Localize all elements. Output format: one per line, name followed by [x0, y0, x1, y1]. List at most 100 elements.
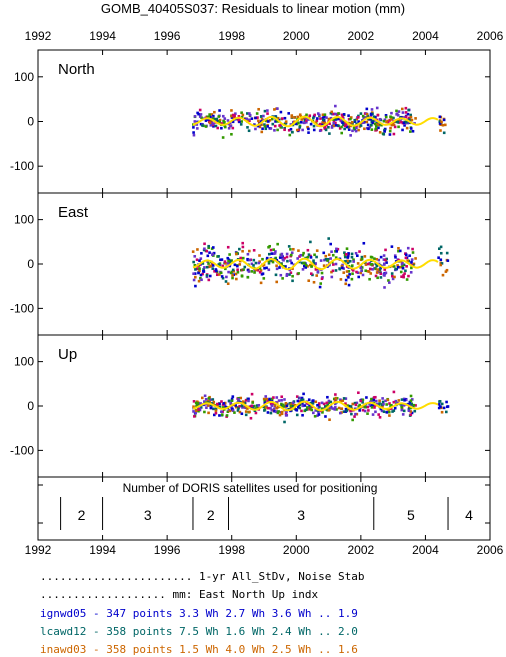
east-data-point	[275, 280, 279, 284]
east-data-point	[388, 281, 391, 284]
up-data-point	[289, 406, 293, 410]
up-data-point	[410, 403, 414, 406]
east-data-point	[258, 270, 262, 274]
east-data-point	[323, 258, 326, 262]
up-data-point	[268, 397, 271, 401]
north-data-point	[259, 120, 263, 123]
north-data-point	[405, 126, 409, 130]
north-data-point	[361, 114, 365, 118]
up-data-point	[334, 396, 338, 400]
east-data-point	[335, 250, 339, 253]
north-data-point	[298, 124, 302, 128]
up-data-point	[192, 410, 195, 413]
north-data-point	[192, 133, 196, 137]
north-data-point	[353, 118, 357, 122]
up-data-point	[263, 409, 266, 412]
north-data-point	[207, 115, 210, 119]
north-data-point	[365, 107, 369, 111]
north-data-point	[377, 123, 381, 126]
up-data-point	[409, 399, 413, 402]
east-data-point	[376, 268, 379, 271]
east-data-point	[285, 255, 289, 259]
north-panel-label: North	[58, 61, 95, 78]
up-data-point	[204, 398, 208, 401]
east-data-point	[262, 277, 266, 280]
east-data-point	[192, 260, 195, 264]
north-data-point	[335, 116, 338, 120]
east-data-point	[231, 276, 234, 280]
north-data-point	[389, 115, 392, 119]
up-data-point	[192, 405, 195, 408]
east-data-point	[205, 275, 209, 279]
north-data-point	[294, 122, 298, 126]
north-data-point	[373, 122, 377, 126]
north-data-point	[284, 120, 288, 123]
north-data-point	[384, 114, 388, 117]
up-data-point	[278, 413, 282, 417]
up-data-point	[445, 410, 448, 414]
north-data-point	[442, 118, 446, 122]
north-data-point	[231, 113, 235, 117]
east-data-point	[382, 254, 386, 257]
east-data-point	[209, 264, 213, 268]
up-data-point	[289, 403, 293, 406]
up-data-point	[354, 403, 358, 407]
up-data-point	[342, 410, 346, 413]
north-data-point	[407, 108, 410, 112]
up-data-point	[367, 409, 370, 412]
east-data-point	[285, 252, 289, 256]
north-data-point	[245, 117, 248, 121]
up-data-point	[269, 402, 273, 406]
north-data-point	[234, 112, 237, 115]
east-data-point	[231, 268, 235, 272]
north-data-point	[397, 110, 401, 113]
east-data-point	[291, 279, 294, 283]
north-data-point	[254, 127, 257, 131]
north-data-point	[266, 112, 269, 115]
east-data-point	[297, 249, 300, 252]
north-data-point	[325, 123, 328, 127]
north-data-point	[210, 113, 214, 116]
east-data-point	[191, 250, 195, 253]
up-data-point	[302, 392, 305, 396]
north-data-point	[374, 127, 377, 131]
north-data-point	[195, 123, 199, 126]
up-data-point	[301, 404, 305, 408]
east-data-point	[252, 264, 255, 267]
up-data-point	[203, 410, 206, 414]
east-data-point	[412, 262, 416, 266]
north-data-point	[359, 112, 363, 115]
up-data-point	[247, 399, 250, 403]
up-data-point	[385, 411, 389, 414]
up-data-point	[199, 406, 203, 409]
up-data-point	[270, 397, 274, 401]
up-data-point	[207, 411, 210, 415]
north-data-point	[390, 123, 394, 127]
up-data-point	[325, 404, 329, 408]
up-panel-label: Up	[58, 346, 77, 363]
north-data-point	[212, 125, 215, 128]
north-data-point	[297, 128, 301, 132]
north-data-point	[231, 126, 235, 130]
east-data-point	[379, 276, 383, 279]
east-data-point	[356, 262, 360, 265]
up-data-point	[326, 395, 329, 399]
up-data-point	[275, 396, 279, 399]
up-data-point	[275, 406, 278, 410]
north-data-point	[218, 109, 221, 112]
north-data-point	[263, 123, 266, 126]
up-data-point	[363, 409, 367, 413]
east-data-point	[359, 271, 363, 275]
east-data-point	[285, 272, 289, 276]
east-data-point	[321, 276, 324, 279]
east-data-point	[445, 268, 449, 272]
north-data-point	[390, 116, 394, 119]
north-data-point	[305, 119, 308, 122]
up-data-point	[244, 398, 248, 402]
east-data-point	[309, 240, 312, 244]
up-data-point	[249, 416, 253, 420]
x-tick-label-top: 1996	[154, 29, 181, 43]
east-data-point	[352, 260, 355, 263]
east-data-point	[437, 247, 441, 251]
east-data-point	[369, 272, 373, 275]
